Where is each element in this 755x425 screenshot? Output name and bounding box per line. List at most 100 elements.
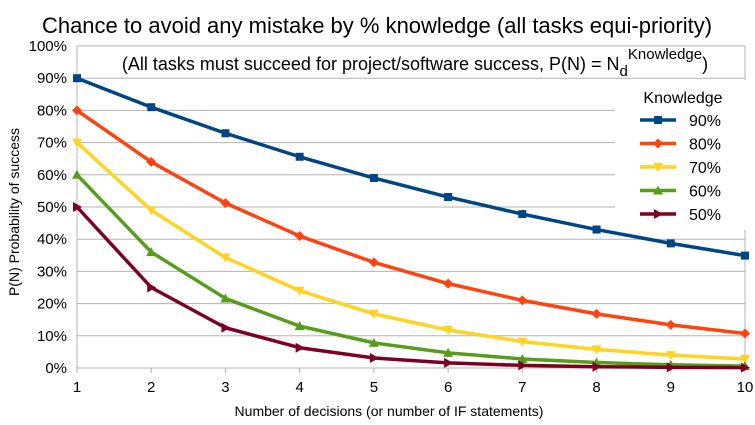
subtitle-suffix: ) xyxy=(702,54,708,74)
data-point xyxy=(369,174,378,183)
y-tick-label: 20% xyxy=(37,296,67,313)
data-point xyxy=(146,156,157,167)
series-line xyxy=(76,76,746,258)
series-1 xyxy=(73,74,749,260)
data-point xyxy=(146,206,157,216)
series-line xyxy=(75,173,746,368)
chart-subtitle: (All tasks must succeed for project/soft… xyxy=(122,46,708,80)
data-point xyxy=(295,152,304,161)
series-5 xyxy=(73,202,750,373)
y-tick-label: 60% xyxy=(37,167,67,184)
data-point xyxy=(444,357,454,368)
x-tick-label: 3 xyxy=(221,379,229,396)
y-tick-label: 80% xyxy=(37,102,67,119)
legend-label: 60% xyxy=(689,184,721,201)
data-point xyxy=(220,293,231,303)
legend-item: 50% xyxy=(640,207,721,224)
x-tick-label: 4 xyxy=(295,379,303,396)
data-point xyxy=(220,253,231,263)
y-tick-label: 70% xyxy=(37,135,67,152)
y-tick-label: 10% xyxy=(37,328,67,345)
data-point xyxy=(592,361,602,372)
data-point xyxy=(444,193,453,202)
data-point xyxy=(146,247,157,257)
data-point xyxy=(517,337,528,347)
legend-marker xyxy=(653,138,663,149)
legend-item: 60% xyxy=(640,184,721,201)
y-tick-label: 50% xyxy=(37,199,67,216)
legend-marker xyxy=(653,185,663,195)
data-point xyxy=(368,257,379,268)
x-axis-label: Number of decisions (or number of IF sta… xyxy=(235,403,544,419)
x-tick-label: 6 xyxy=(444,379,452,396)
x-tick-label: 5 xyxy=(370,379,378,396)
data-point xyxy=(369,353,379,364)
series-line xyxy=(76,108,746,336)
y-tick-label: 30% xyxy=(37,263,67,280)
legend-box xyxy=(615,80,753,230)
data-point xyxy=(666,239,675,248)
x-tick-label: 7 xyxy=(518,379,526,396)
data-point xyxy=(220,198,231,209)
y-tick-label: 40% xyxy=(37,231,67,248)
y-tick-label: 100% xyxy=(29,38,67,55)
legend-marker xyxy=(654,209,663,219)
data-point xyxy=(518,210,527,219)
x-tick-label: 8 xyxy=(592,379,600,396)
series-2 xyxy=(72,105,750,339)
x-tick-label: 2 xyxy=(147,379,155,396)
legend-items: 90% 80% 70% 60% 50% xyxy=(640,113,721,224)
data-point xyxy=(443,347,454,357)
chart-title: Chance to avoid any mistake by % knowled… xyxy=(42,13,712,38)
legend: Knowledge 90% 80% 70% 60% 50% xyxy=(615,80,753,230)
y-tick-label: 90% xyxy=(37,70,67,87)
data-point xyxy=(591,345,602,355)
data-point xyxy=(517,295,528,306)
data-point xyxy=(294,321,305,331)
data-point xyxy=(592,225,601,234)
legend-label: 70% xyxy=(689,160,721,177)
data-point xyxy=(72,105,82,116)
data-point xyxy=(72,169,82,179)
data-point xyxy=(294,286,305,296)
legend-item: 90% xyxy=(640,113,721,130)
subtitle-subscript: d xyxy=(620,63,628,80)
data-point xyxy=(443,278,454,289)
data-point xyxy=(147,103,156,112)
data-point xyxy=(741,251,749,260)
legend-label: 50% xyxy=(689,207,721,224)
series-line xyxy=(75,141,746,361)
x-tick-label: 1 xyxy=(73,379,81,396)
series-layer xyxy=(72,74,750,373)
data-point xyxy=(147,282,157,293)
data-point xyxy=(294,230,305,241)
data-point xyxy=(73,74,81,83)
data-point xyxy=(221,129,230,138)
legend-marker xyxy=(653,163,663,172)
data-point xyxy=(295,342,305,353)
data-point xyxy=(666,362,676,373)
legend-title: Knowledge xyxy=(643,90,722,107)
data-point xyxy=(740,328,750,339)
data-point xyxy=(72,138,82,148)
data-point xyxy=(221,322,231,333)
legend-item: 80% xyxy=(640,137,721,154)
subtitle-prefix: (All tasks must succeed for project/soft… xyxy=(122,54,620,74)
legend-marker xyxy=(654,116,662,124)
data-point xyxy=(443,326,454,336)
data-point xyxy=(741,362,750,373)
data-point xyxy=(591,308,602,319)
data-point xyxy=(368,337,379,347)
data-point xyxy=(665,319,676,330)
y-axis-label: P(N) Probability of success xyxy=(6,128,22,296)
subtitle-superscript: Knowledge xyxy=(628,46,702,63)
data-point xyxy=(740,354,750,364)
data-point xyxy=(518,360,528,371)
x-axis-ticks: 1 2 3 4 5 6 7 8 9 10 xyxy=(73,368,754,396)
x-tick-label: 10 xyxy=(737,379,754,396)
data-point xyxy=(73,202,82,212)
series-line xyxy=(75,205,746,370)
data-point xyxy=(665,351,676,361)
legend-label: 90% xyxy=(689,113,721,130)
